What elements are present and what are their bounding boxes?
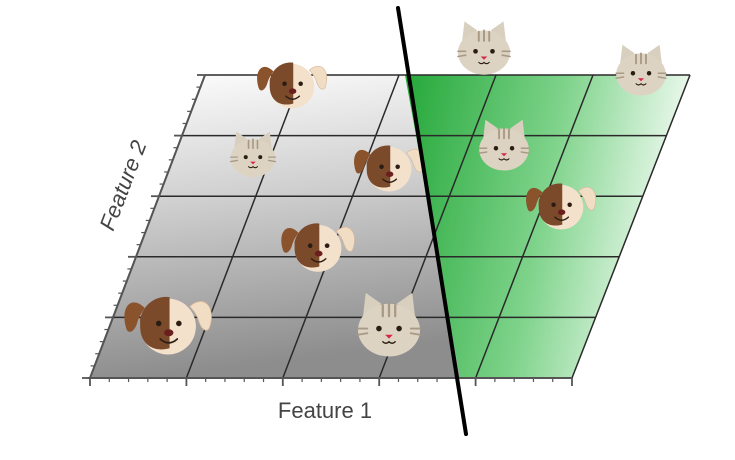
x-axis-label: Feature 1 — [278, 398, 372, 423]
cat-icon — [615, 43, 667, 97]
grid-column-line — [474, 74, 594, 379]
cat-icon — [456, 20, 512, 76]
decision-boundary — [396, 6, 468, 436]
grid-column-line — [282, 74, 400, 379]
x-axis — [88, 377, 573, 386]
grid-column-line — [571, 74, 691, 379]
y-axis — [82, 74, 206, 379]
x-axis-ticks — [89, 378, 573, 386]
y-axis-label: Feature 2 — [94, 137, 151, 234]
y-axis-ticks — [82, 74, 205, 379]
right-region — [405, 75, 690, 378]
